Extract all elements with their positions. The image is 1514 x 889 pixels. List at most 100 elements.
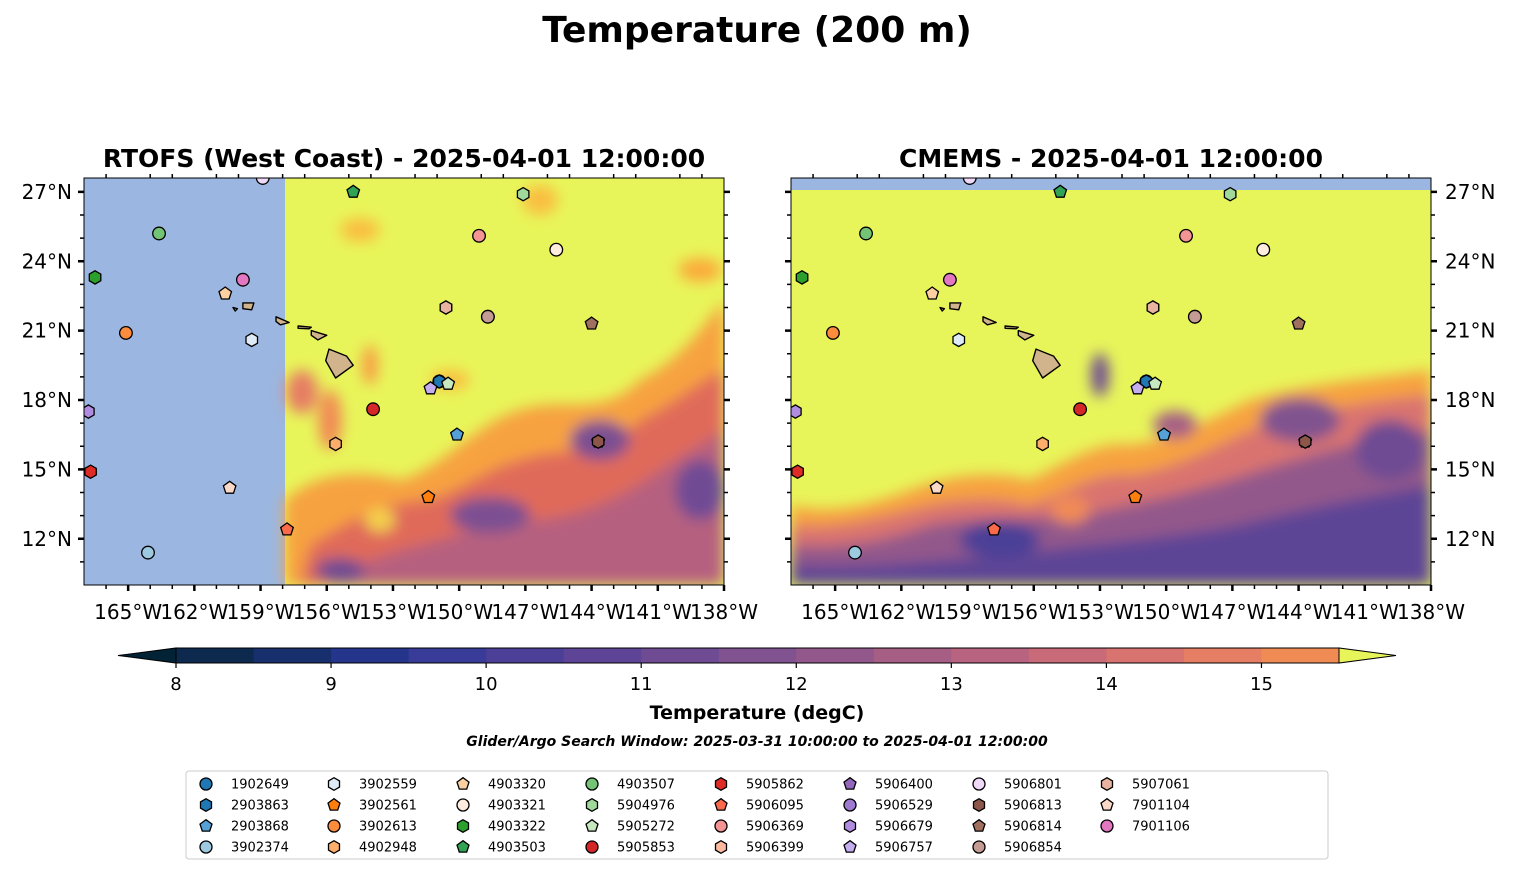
rtofs-hawaii-islands [232,302,354,379]
rtofs-float-markers [84,178,606,560]
float-marker-3902613 [825,325,840,340]
cmems-float-markers [791,178,1313,560]
rtofs-axes-ticks: 165°W162°W159°W156°W153°W150°W147°W144°W… [22,174,758,624]
legend-marker-3902561 [327,797,341,811]
legend-marker-4903503 [456,839,470,853]
colorbar-bin [408,648,487,663]
island-kauai [242,302,255,311]
legend-marker-4903507 [585,777,599,791]
legend-marker-1902649 [199,777,213,791]
float-marker-7901104 [222,480,237,494]
float-marker-5906369 [1179,228,1193,243]
legend-entry-5906400: 5906400 [875,778,933,793]
float-marker-3902374 [848,545,862,560]
island-niihau [939,306,946,312]
legend-entry-5906813: 5906813 [1004,799,1062,814]
colorbar-frame [175,647,1340,664]
search-window-text: Glider/Argo Search Window: 2025-03-31 10… [466,734,1048,750]
legend-marker-4903321 [456,798,470,812]
float-marker-4903320 [218,286,233,300]
legend-marker-5906400 [843,776,857,790]
legend-marker-4903320 [456,776,470,790]
cmems-axes-frame [790,177,1432,586]
x-tick-label: 156°W [1000,600,1068,624]
x-tick-label: 147°W [1198,600,1266,624]
y-tick-label: 12°N [22,527,72,551]
colorbar: 8 9 10 11 12 13 14 15 [117,647,1397,695]
cmems-axes-ticks: 165°W162°W159°W156°W153°W150°W147°W144°W… [785,174,1495,624]
float-marker-3902561 [421,489,436,504]
y-tick-label: 15°N [22,457,72,481]
island-molokai [297,325,312,330]
float-marker-5907061 [439,300,453,315]
float-marker-4903503 [1053,184,1068,198]
legend-marker-5906854 [972,840,986,854]
float-marker-5904976 [516,186,530,202]
legend-marker-5906679 [843,818,857,834]
x-tick-label: 141°W [1331,600,1399,624]
legend-entry-5906529: 5906529 [875,799,933,814]
legend-entry-4903503: 4903503 [488,841,546,856]
island-maui [1017,329,1035,341]
legend-entry-5905862: 5905862 [746,778,804,793]
x-tick-label: 147°W [491,600,559,624]
colorbar-bin [176,648,255,663]
colorbar-bin [718,648,797,663]
float-marker-4903507 [859,226,873,241]
float-marker-5905272 [441,376,456,390]
y-tick-label: 15°N [1445,457,1495,481]
island-oahu [275,316,290,326]
legend-entry-4903321: 4903321 [488,799,546,814]
legend-marker-3902613 [327,819,341,833]
float-marker-5906854 [480,309,495,324]
legend-entry-3902374: 3902374 [231,841,289,856]
float-marker-4903321 [1256,242,1271,257]
legend-marker-7901104 [1100,797,1114,811]
float-marker-3902561 [1128,489,1143,504]
float-marker-7901104 [929,480,944,494]
float-marker-4903503 [346,184,361,198]
island-hawaii-big-island [325,348,354,379]
float-marker-3902374 [141,545,155,560]
float-marker-7901106 [942,272,957,287]
x-tick-label: 138°W [1397,600,1465,624]
colorbar-tick-label: 13 [940,674,963,695]
colorbar-bin [951,648,1030,663]
float-marker-7901106 [235,272,250,287]
legend-entry-3902561: 3902561 [359,799,417,814]
float-marker-3902559 [952,332,966,348]
x-tick-label: 153°W [359,600,427,624]
colorbar-extend-high [1338,647,1397,664]
legend-entry-7901104: 7901104 [1132,799,1190,814]
legend-entry-5906801: 5906801 [1004,778,1062,793]
colorbar-label: Temperature (degC) [650,702,865,724]
float-marker-5906679 [84,404,95,419]
cmems-nodata-strip [791,178,1431,190]
cmems-panel-title: CMEMS - 2025-04-01 12:00:00 [899,144,1323,173]
legend-entry-4902948: 4902948 [359,841,417,856]
legend-entry-7901106: 7901106 [1132,820,1190,835]
x-tick-label: 159°W [934,600,1002,624]
legend-entry-3902613: 3902613 [359,820,417,835]
legend-marker-5906813 [972,797,986,813]
float-marker-2903868 [449,427,465,441]
float-marker-5906369 [472,228,486,243]
legend-entry-4903322: 4903322 [488,820,546,835]
y-tick-label: 24°N [1445,249,1495,273]
float-marker-4903507 [152,226,166,241]
legend-entry-5906814: 5906814 [1004,820,1062,835]
legend-marker-4903322 [456,818,470,834]
colorbar-bin [331,648,410,663]
x-tick-label: 150°W [1132,600,1200,624]
cmems-temperature-field [791,353,1431,585]
float-marker-4903322 [88,270,102,285]
island-molokai [1004,325,1019,330]
island-oahu [982,316,997,326]
x-tick-label: 144°W [558,600,626,624]
float-marker-5906095 [986,522,1002,536]
float-marker-5906813 [591,434,605,449]
colorbar-bin [1106,648,1185,663]
legend-entry-2903863: 2903863 [231,799,289,814]
float-marker-5905272 [1148,376,1163,390]
y-tick-label: 18°N [1445,388,1495,412]
